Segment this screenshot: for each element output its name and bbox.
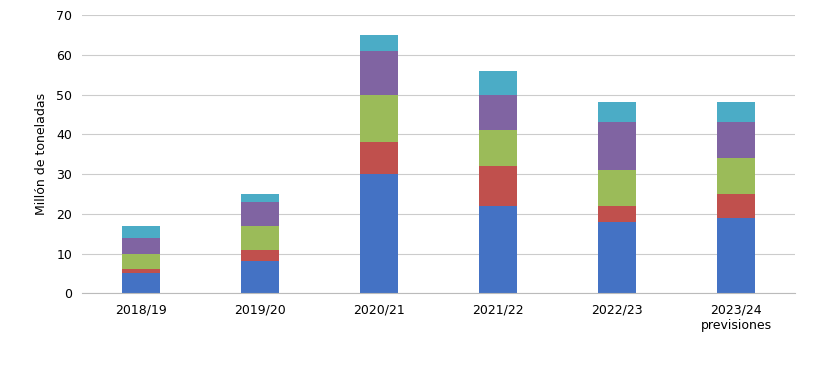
Bar — [716, 158, 754, 194]
Bar — [597, 103, 636, 122]
Bar — [241, 250, 279, 261]
Bar — [478, 71, 517, 94]
Bar — [122, 238, 161, 253]
Bar — [360, 35, 398, 51]
Bar — [360, 174, 398, 293]
Bar — [360, 51, 398, 94]
Bar — [716, 194, 754, 218]
Bar — [241, 261, 279, 293]
Bar — [122, 253, 161, 270]
Bar — [597, 170, 636, 206]
Y-axis label: Millón de toneladas: Millón de toneladas — [35, 93, 48, 215]
Bar — [716, 218, 754, 293]
Bar — [241, 202, 279, 226]
Bar — [597, 206, 636, 222]
Bar — [478, 94, 517, 130]
Bar — [122, 273, 161, 293]
Bar — [478, 130, 517, 166]
Bar — [597, 122, 636, 170]
Bar — [478, 166, 517, 206]
Bar — [716, 103, 754, 122]
Bar — [478, 206, 517, 293]
Bar — [597, 222, 636, 293]
Bar — [360, 142, 398, 174]
Bar — [122, 226, 161, 238]
Bar — [122, 270, 161, 273]
Bar — [360, 94, 398, 142]
Bar — [241, 194, 279, 202]
Bar — [241, 226, 279, 250]
Bar — [716, 122, 754, 158]
